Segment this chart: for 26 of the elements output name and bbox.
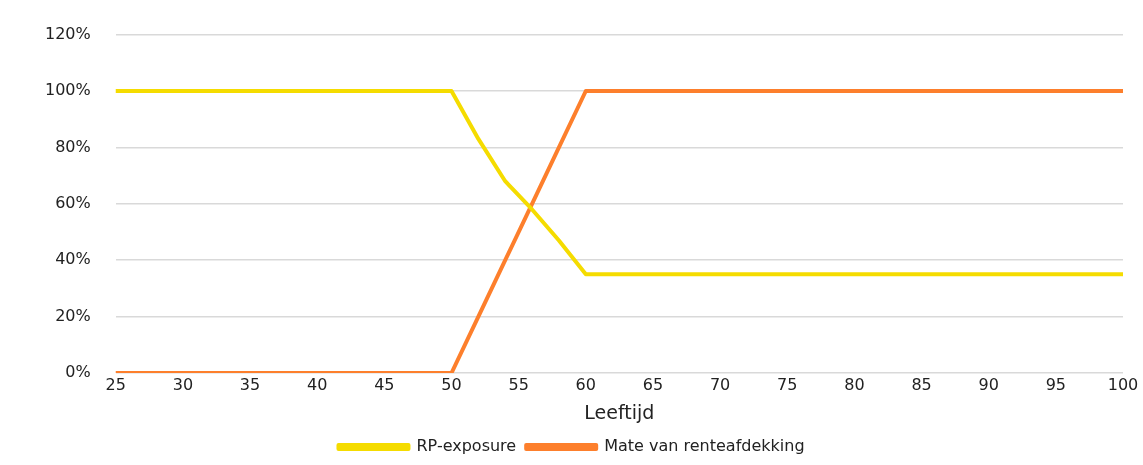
x-tick-label: 90 — [978, 374, 999, 394]
y-tick-label: 60% — [55, 192, 91, 212]
y-tick-label: 120% — [44, 23, 91, 43]
legend-label: Mate van renteafdekking — [604, 436, 805, 456]
x-tick-label: 70 — [709, 374, 731, 394]
y-tick-label: 80% — [55, 136, 91, 156]
x-tick-label: 45 — [374, 374, 395, 394]
y-tick-label: 0% — [65, 362, 91, 382]
x-tick-label: 100 — [1107, 374, 1139, 394]
x-tick-label: 30 — [172, 374, 194, 394]
legend-label: RP-exposure — [416, 436, 517, 456]
x-tick-label: 80 — [844, 374, 865, 394]
x-tick-label: 60 — [575, 374, 596, 394]
y-tick-label: 20% — [55, 305, 91, 325]
x-tick-label: 55 — [508, 374, 529, 394]
x-tick-label: 40 — [307, 374, 328, 394]
x-tick-label: 75 — [777, 374, 798, 394]
x-tick-label: 50 — [441, 374, 462, 394]
y-tick-label: 100% — [44, 80, 91, 100]
x-tick-label: 35 — [239, 374, 261, 394]
x-tick-label: 95 — [1045, 374, 1067, 394]
y-tick-label: 40% — [55, 249, 91, 269]
x-axis-title: Leeftijd — [584, 400, 655, 423]
x-tick-label: 65 — [642, 374, 664, 394]
x-tick-label: 85 — [911, 374, 932, 394]
x-tick-label: 25 — [105, 374, 126, 394]
